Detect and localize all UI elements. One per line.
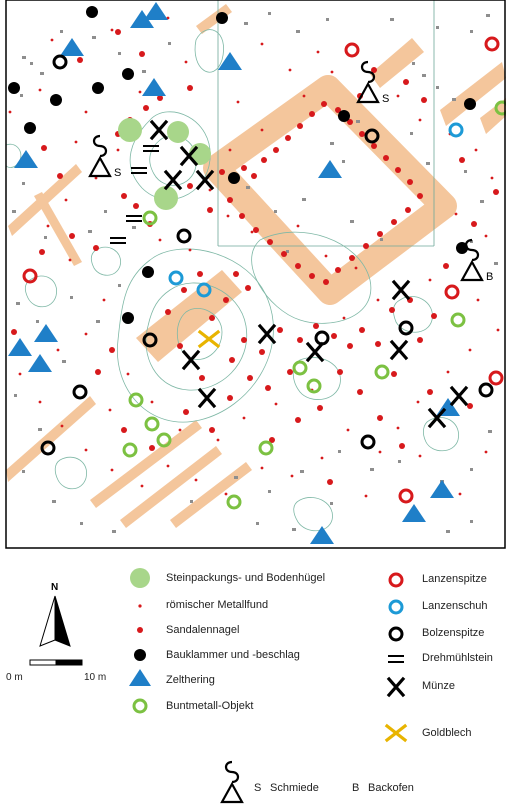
scale-end: 10 m <box>84 672 106 683</box>
legend-gold-x-icon <box>384 723 408 743</box>
legend-x-icon <box>386 676 406 698</box>
legend-coin-label: Münze <box>422 680 456 692</box>
legend-bolt-head-label: Bolzenspitze <box>422 627 485 639</box>
legend-sandal-nail-label: Sandalennagel <box>166 624 240 636</box>
stone-and-earth-mounds <box>118 118 211 210</box>
legend-quern-label: Drehmühlstein <box>422 652 493 664</box>
excavation-trenches <box>6 4 506 528</box>
smithy-label-1: S <box>114 167 121 179</box>
legend-tent-peg-label: Zelthering <box>166 674 215 686</box>
legend-metal-find-label: römischer Metallfund <box>166 599 269 611</box>
building-clamps <box>8 6 476 324</box>
stone-scatter <box>12 12 498 533</box>
legend-blue-ring-icon <box>388 599 404 615</box>
legend-small-dot-icon <box>138 604 142 608</box>
legend-gold-label: Goldblech <box>422 727 472 739</box>
smithy-symbol-1 <box>88 134 112 178</box>
excavation-grid <box>217 0 435 247</box>
legend-triangle-icon <box>129 669 151 686</box>
north-arrow-icon <box>39 595 71 647</box>
spearheads <box>22 36 504 504</box>
legend-black-dot-icon <box>134 649 146 661</box>
legend-hill-label: Steinpackungs- und Bodenhügel <box>166 572 326 584</box>
oven-symbol <box>460 238 484 282</box>
legend-oven-label: Backofen <box>368 782 414 794</box>
map-frame <box>5 0 506 549</box>
legend-oven-letter: B <box>352 782 360 794</box>
legend-green-ring-icon <box>132 698 148 714</box>
smithy-label-2: S <box>382 93 389 105</box>
smithy-symbol-2 <box>356 60 380 104</box>
legend-non-ferrous-label: Buntmetall-Objekt <box>166 700 254 712</box>
legend-clamp-label: Bauklammer und -beschlag <box>166 649 300 661</box>
legend-spearhead-label: Lanzenspitze <box>422 573 487 585</box>
legend-left-symbols <box>129 568 151 714</box>
legend-smithy-icon <box>220 760 244 804</box>
scale-start: 0 m <box>6 672 23 683</box>
contour-lines <box>6 29 459 532</box>
oven-label: B <box>486 271 493 283</box>
legend-red-ring-icon <box>388 572 404 588</box>
quern-stones <box>110 145 159 244</box>
legend-smithy-letter: S <box>254 782 262 794</box>
coins <box>149 119 469 429</box>
legend-black-ring-icon <box>388 626 404 642</box>
scale-bar <box>29 659 83 666</box>
gold-sheet <box>197 329 221 349</box>
legend-dot-icon <box>137 627 143 633</box>
spear-butts <box>168 122 464 298</box>
non-ferrous-objects <box>122 100 506 510</box>
legend-double-bar-icon <box>388 655 404 663</box>
legend-hill-icon <box>130 568 150 588</box>
legend-right-symbols <box>384 572 408 743</box>
legend-spear-butt-label: Lanzenschuh <box>422 600 488 612</box>
tent-pegs <box>8 2 460 544</box>
north-label: N <box>51 582 58 593</box>
roman-metal-finds <box>8 16 500 498</box>
legend-smithy-label: Schmiede <box>270 782 319 794</box>
sandal-nails <box>11 29 499 485</box>
